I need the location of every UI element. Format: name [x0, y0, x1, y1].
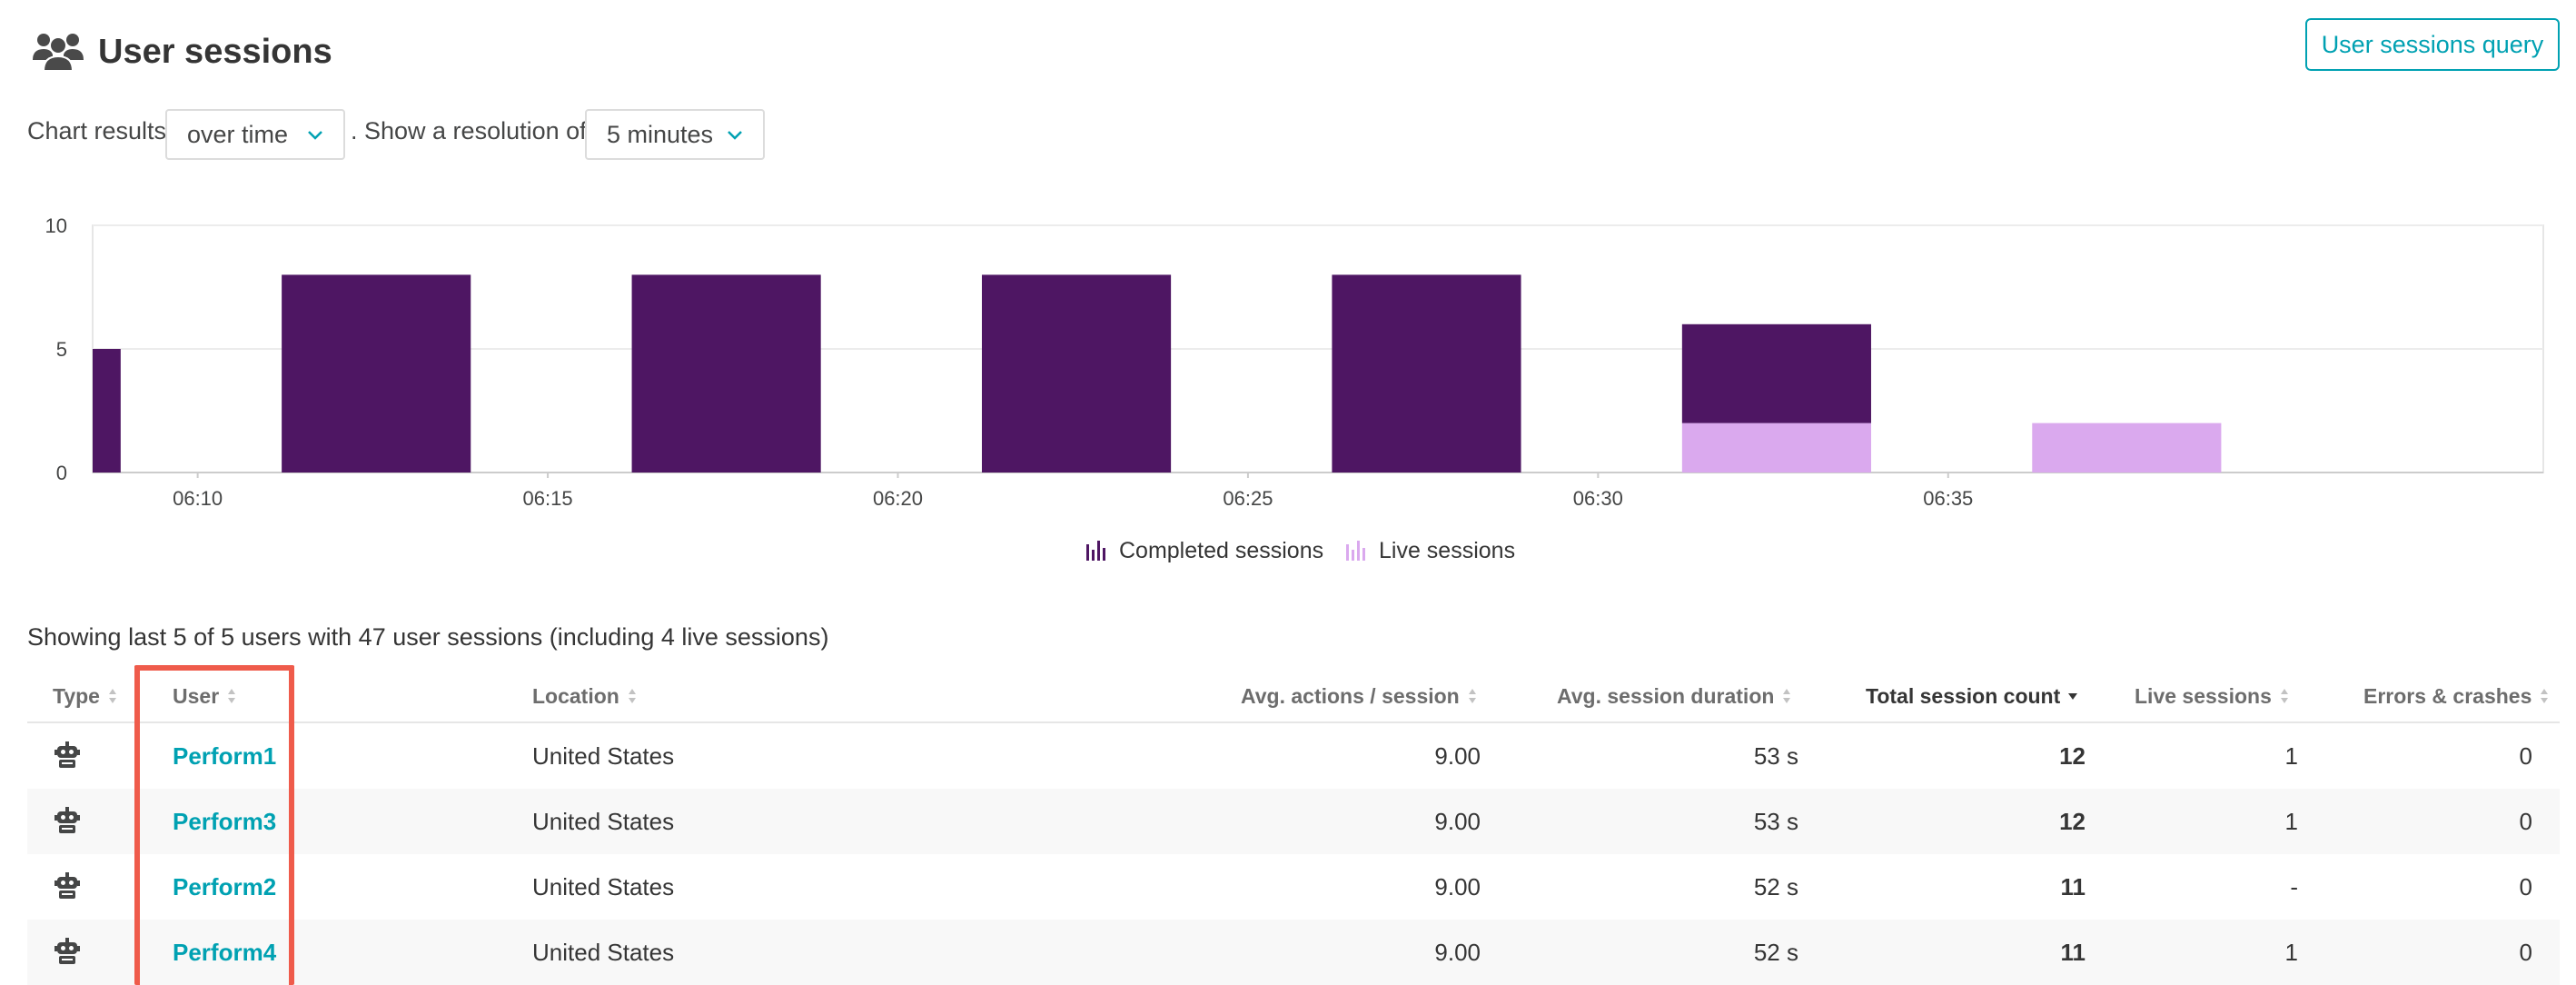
sort-descending-icon	[2068, 693, 2078, 700]
avg-duration-cell: 52 s	[1753, 938, 1798, 966]
bar-chart-icon	[1346, 541, 1365, 561]
completed-sessions-bar	[1681, 323, 1871, 423]
avg-duration-cell: 53 s	[1753, 741, 1798, 770]
chart-mode-value: over time	[187, 120, 289, 148]
avg-actions-cell: 9.00	[1434, 872, 1481, 900]
x-tick-label: 06:15	[523, 487, 573, 510]
robot-icon	[54, 789, 80, 854]
y-tick-label: 0	[56, 462, 67, 484]
table-row: Perform3 United States 9.00 53 s 12 1 0	[27, 789, 2560, 854]
total-sessions-cell: 12	[2059, 807, 2086, 835]
sort-icon	[2280, 689, 2288, 703]
x-tick-label: 06:35	[1923, 487, 1973, 510]
resolution-label: . Show a resolution of	[351, 117, 587, 144]
column-header-avg-duration[interactable]: Avg. session duration	[1557, 669, 1792, 723]
sessions-chart: 0 5 10 06:10 06:15 06:20 06:25 06:30 06:35	[45, 214, 2544, 510]
live-sessions-bar	[1681, 423, 1871, 473]
avg-actions-cell: 9.00	[1434, 807, 1481, 835]
robot-icon	[54, 920, 80, 985]
completed-sessions-bar	[1332, 274, 1521, 473]
avg-duration-cell: 52 s	[1753, 872, 1798, 900]
completed-sessions-bar	[282, 274, 471, 473]
chart-results-label: Chart results	[27, 117, 167, 144]
errors-cell: 0	[2519, 872, 2532, 900]
location-cell: United States	[532, 807, 675, 835]
total-sessions-cell: 11	[2060, 938, 2086, 966]
user-link[interactable]: Perform2	[173, 872, 277, 900]
avg-actions-cell: 9.00	[1434, 741, 1481, 770]
errors-cell: 0	[2519, 807, 2532, 835]
y-tick-label: 10	[45, 214, 67, 237]
total-sessions-cell: 11	[2060, 872, 2086, 900]
legend-completed[interactable]: Completed sessions	[1085, 534, 1323, 567]
live-sessions-cell: 1	[2284, 938, 2298, 966]
summary-text: Showing last 5 of 5 users with 47 user s…	[27, 623, 829, 651]
page-title: User sessions	[98, 33, 332, 71]
live-sessions-cell: -	[2290, 872, 2298, 900]
sort-icon	[628, 689, 636, 703]
bar-chart-icon	[1086, 541, 1105, 561]
user-link[interactable]: Perform4	[173, 938, 277, 966]
sort-icon	[228, 689, 236, 703]
column-header-type[interactable]: Type	[53, 669, 118, 723]
live-sessions-cell: 1	[2284, 807, 2298, 835]
total-sessions-cell: 12	[2059, 741, 2086, 770]
column-header-location[interactable]: Location	[532, 669, 638, 723]
chart-mode-select[interactable]: over time	[165, 109, 345, 160]
avg-actions-cell: 9.00	[1434, 938, 1481, 966]
completed-sessions-bar	[631, 274, 821, 473]
y-tick-label: 5	[56, 338, 67, 361]
user-link[interactable]: Perform3	[173, 807, 277, 835]
resolution-value: 5 minutes	[607, 120, 714, 148]
column-header-live-sessions[interactable]: Live sessions	[2135, 669, 2290, 723]
x-tick-label: 06:10	[173, 487, 223, 510]
column-header-avg-actions[interactable]: Avg. actions / session	[1241, 669, 1478, 723]
legend-live[interactable]: Live sessions	[1344, 534, 1515, 567]
sort-icon	[108, 689, 116, 703]
resolution-select[interactable]: 5 minutes	[585, 109, 765, 160]
chevron-down-icon	[728, 131, 742, 140]
user-sessions-query-button[interactable]: User sessions query	[2305, 18, 2560, 71]
chevron-down-icon	[308, 131, 322, 140]
location-cell: United States	[532, 741, 675, 770]
robot-icon	[54, 723, 80, 789]
table-row: Perform2 United States 9.00 52 s 11 - 0	[27, 854, 2560, 920]
legend-completed-label: Completed sessions	[1119, 537, 1324, 563]
user-link[interactable]: Perform1	[173, 741, 277, 770]
completed-sessions-bar	[93, 349, 121, 473]
robot-icon	[54, 854, 80, 920]
user-column-highlight	[134, 665, 294, 985]
column-header-user[interactable]: User	[173, 669, 237, 723]
sort-icon	[2541, 689, 2549, 703]
sort-icon	[1783, 689, 1791, 703]
completed-sessions-bar	[981, 274, 1172, 473]
table-row: Perform4 United States 9.00 52 s 11 1 0	[27, 920, 2560, 985]
location-cell: United States	[532, 938, 675, 966]
legend-live-label: Live sessions	[1379, 537, 1516, 563]
users-icon	[33, 34, 84, 71]
errors-cell: 0	[2519, 938, 2532, 966]
table-row: Perform1 United States 9.00 53 s 12 1 0	[27, 723, 2560, 789]
column-header-total-sessions[interactable]: Total session count	[1866, 669, 2078, 723]
live-sessions-bar	[2032, 423, 2222, 473]
sort-icon	[1468, 689, 1476, 703]
live-sessions-cell: 1	[2284, 741, 2298, 770]
location-cell: United States	[532, 872, 675, 900]
x-tick-label: 06:30	[1573, 487, 1623, 510]
avg-duration-cell: 53 s	[1753, 807, 1798, 835]
table-header-divider	[27, 721, 2560, 723]
x-tick-label: 06:20	[873, 487, 923, 510]
errors-cell: 0	[2519, 741, 2532, 770]
x-tick-label: 06:25	[1223, 487, 1273, 510]
column-header-errors[interactable]: Errors & crashes	[2363, 669, 2550, 723]
